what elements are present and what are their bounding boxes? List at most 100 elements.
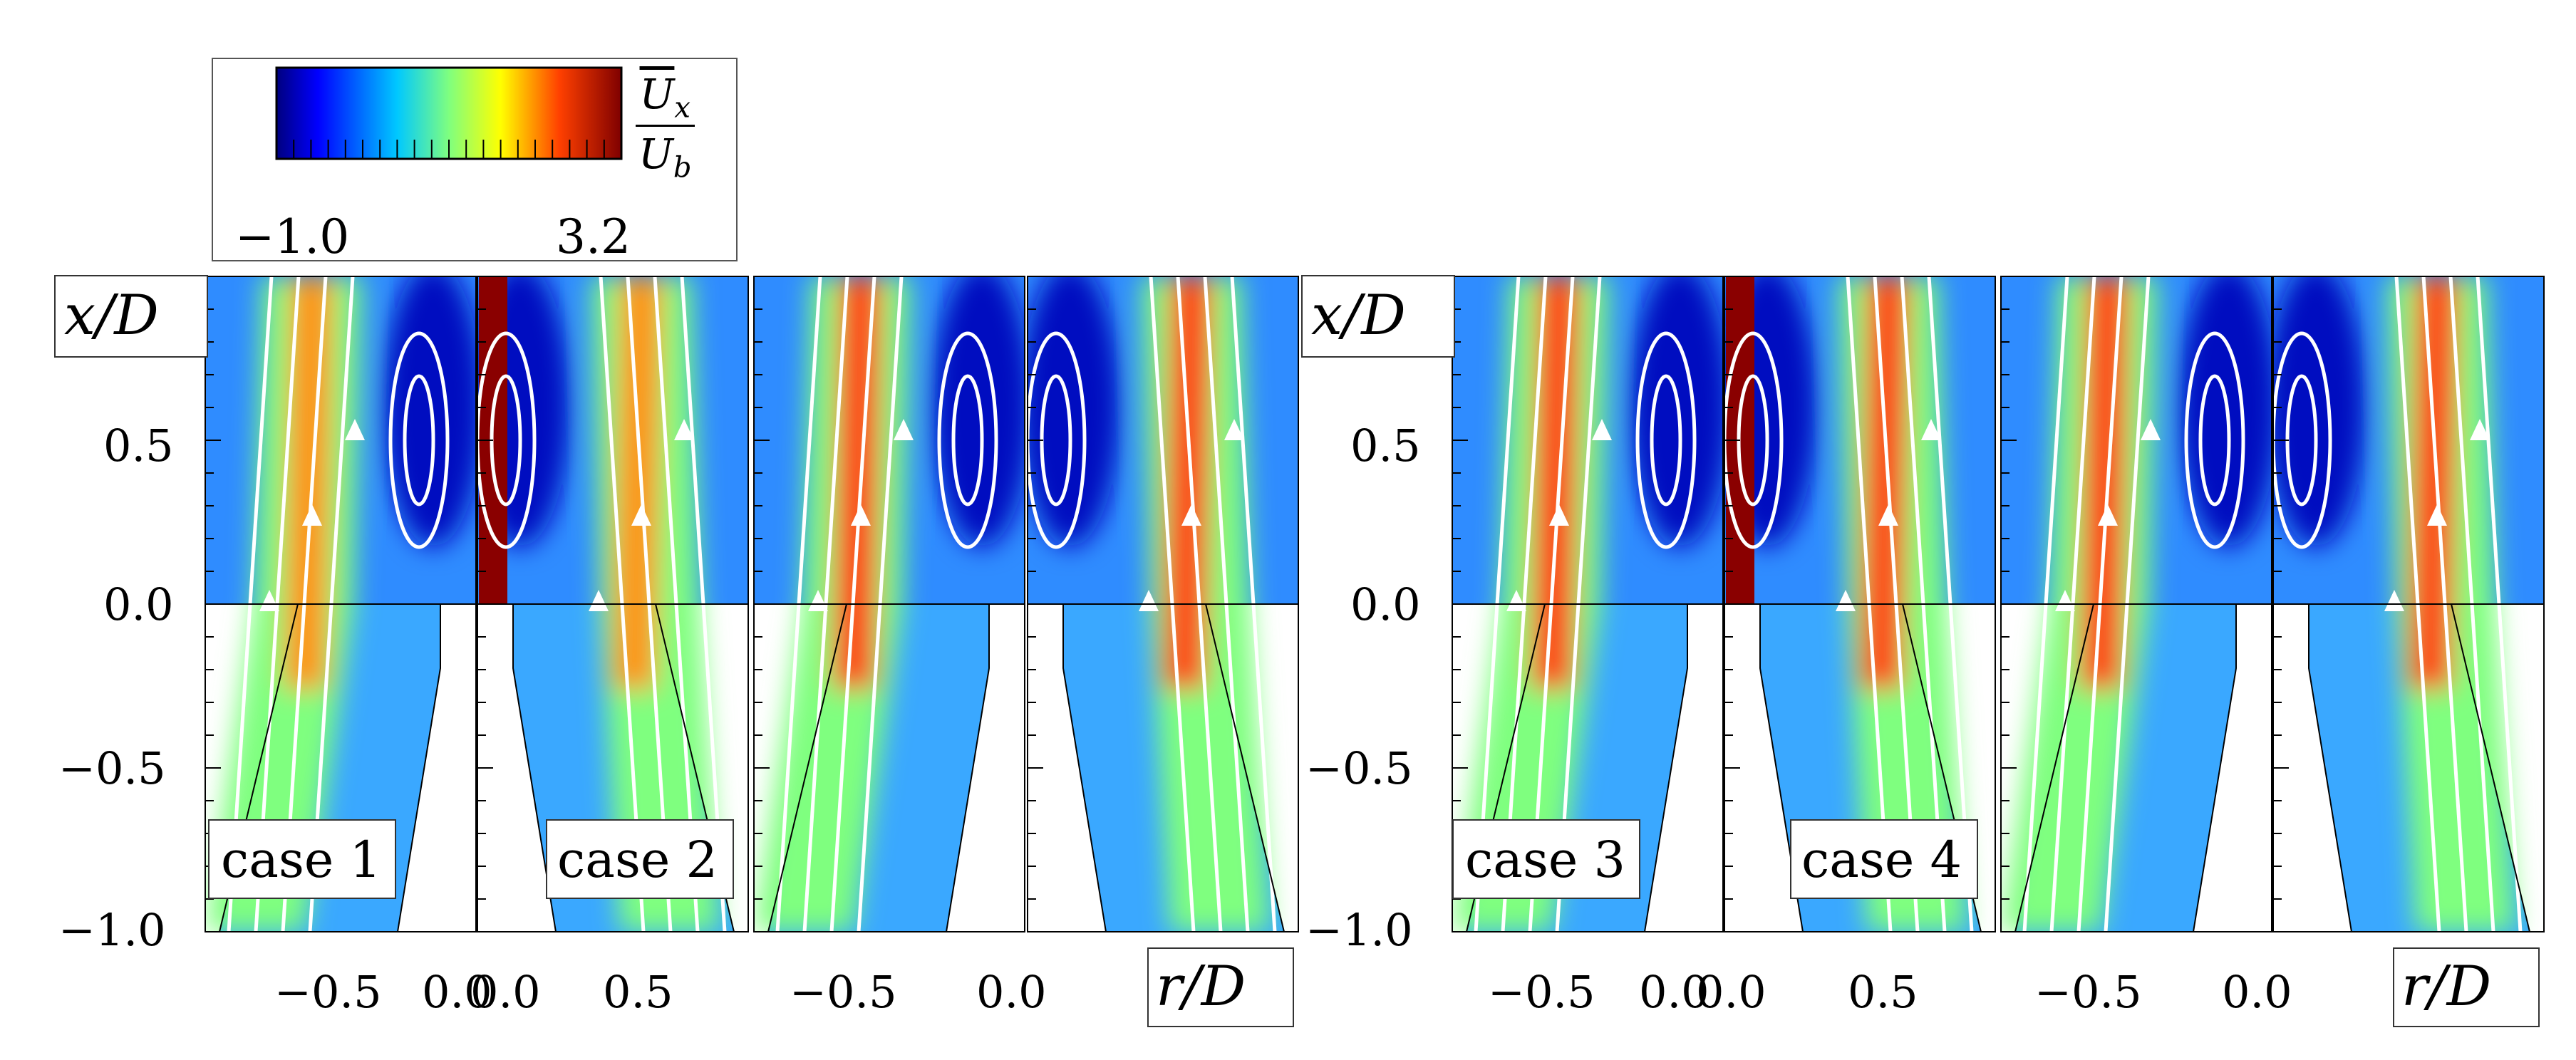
- vortex-streamline: [477, 331, 537, 549]
- flow-arrow: [345, 419, 365, 440]
- vortex-streamline: [1650, 374, 1682, 506]
- nozzle-outline: [1062, 603, 1286, 932]
- x-tick-0.0-g4: 0.0: [2222, 966, 2292, 1018]
- vortex-streamline: [388, 331, 450, 549]
- x-axis-label-right: r/D: [2401, 955, 2492, 1019]
- y-axis-label-right: x/D: [1311, 284, 1406, 348]
- flow-arrow: [808, 590, 828, 611]
- x-axis-label-box-left: [1147, 947, 1294, 1027]
- flow-arrow: [259, 590, 279, 611]
- x-tick-m0.5-g2: −0.5: [790, 966, 897, 1018]
- vortex-streamline: [2198, 374, 2231, 506]
- flow-panel-1: [205, 276, 477, 932]
- recirculation-zone: [2179, 276, 2272, 547]
- vortex-streamline: [1028, 331, 1087, 549]
- y-tick-m1.0-left: −1.0: [58, 904, 166, 956]
- flow-arrow: [1878, 504, 1898, 526]
- flow-panel-5: [1452, 276, 1724, 932]
- y-tick-m1.0-right: −1.0: [1305, 904, 1413, 956]
- flow-arrow: [2141, 419, 2161, 440]
- jet-hot: [2079, 276, 2129, 690]
- flow-arrow: [1139, 590, 1159, 611]
- jet-hot: [2409, 276, 2458, 690]
- case-4-label-box: [1790, 819, 1978, 899]
- nozzle-outline: [512, 603, 735, 932]
- jet-hot: [832, 276, 882, 690]
- x-tick-m0.5-g3: −0.5: [1488, 966, 1595, 1018]
- vortex-streamline: [951, 374, 984, 506]
- recirculation-zone: [2273, 276, 2366, 547]
- colorbar-quantity-label: Ux Ub: [636, 70, 695, 184]
- flow-panel-7: [2000, 276, 2272, 932]
- quantity-bottom: U: [638, 129, 673, 178]
- case-3-label-box: [1452, 819, 1640, 899]
- flow-arrow: [1224, 419, 1244, 440]
- y-axis-label-box-right: [1301, 275, 1455, 358]
- case-4-label: case 4: [1801, 831, 1962, 889]
- y-tick-0.0-right: 0.0: [1350, 578, 1421, 630]
- flow-arrow: [2384, 590, 2404, 611]
- colorbar-max-label: 3.2: [556, 209, 631, 264]
- case-1-label: case 1: [221, 831, 382, 889]
- vortex-streamline: [403, 374, 435, 506]
- flow-arrow: [1181, 504, 1201, 526]
- vortex-streamline: [1724, 331, 1784, 549]
- quantity-top-sub: x: [674, 91, 690, 125]
- x-tick-0.0-g1: 0.0: [422, 966, 492, 1018]
- flow-panel-4: [1027, 276, 1299, 932]
- colorbar-ticks: [276, 140, 622, 159]
- recirculation-zone: [1028, 276, 1120, 547]
- case-2-label: case 2: [557, 831, 718, 889]
- flow-arrow: [2098, 504, 2118, 526]
- quantity-bottom-sub: b: [673, 151, 692, 185]
- y-tick-0.5-left: 0.5: [103, 420, 174, 472]
- y-tick-m0.5-right: −0.5: [1305, 742, 1413, 794]
- vortex-streamline: [1635, 331, 1697, 549]
- flow-arrow: [674, 419, 694, 440]
- flow-arrow: [302, 504, 322, 526]
- x-tick-m0.5-g1: −0.5: [274, 966, 382, 1018]
- colorbar: [212, 58, 738, 261]
- x-tick-m0.5-g4: −0.5: [2034, 966, 2142, 1018]
- colorbar-min-label: −1.0: [235, 209, 350, 264]
- jet-hot: [1860, 276, 1910, 690]
- recirculation-zone: [383, 276, 476, 547]
- y-tick-0.5-right: 0.5: [1350, 420, 1421, 472]
- nozzle-outline: [2308, 603, 2531, 932]
- flow-arrow: [1506, 590, 1526, 611]
- flow-arrow: [2470, 419, 2490, 440]
- flow-arrow: [2055, 590, 2075, 611]
- case-2-label-box: [546, 819, 734, 899]
- nozzle-outline: [2014, 603, 2237, 932]
- quantity-top: U: [639, 70, 675, 118]
- x-axis-label-box-right: [2393, 947, 2540, 1027]
- colorbar-gradient: [275, 66, 623, 160]
- vortex-streamline: [2273, 331, 2332, 549]
- recirculation-zone: [1630, 276, 1723, 547]
- nozzle-outline: [1759, 603, 1982, 932]
- x-axis-label-left: r/D: [1156, 955, 1246, 1019]
- x-tick-0.5-g1: 0.5: [603, 966, 673, 1018]
- recirculation-zone: [932, 276, 1025, 547]
- flow-arrow: [894, 419, 914, 440]
- case-1-label-box: [208, 819, 396, 899]
- flow-arrow: [589, 590, 609, 611]
- flow-arrow: [851, 504, 871, 526]
- jet-hot: [284, 276, 333, 690]
- flow-arrow: [1836, 590, 1856, 611]
- flow-arrow: [1549, 504, 1569, 526]
- y-axis-label-box-left: [54, 275, 208, 358]
- x-tick-0.0-g2: 0.0: [976, 966, 1047, 1018]
- nozzle-outline: [767, 603, 990, 932]
- y-axis-label-left: x/D: [64, 284, 159, 348]
- flow-arrow: [2427, 504, 2447, 526]
- y-tick-m0.5-left: −0.5: [58, 742, 166, 794]
- flow-panel-8: [2272, 276, 2545, 932]
- flow-arrow: [1592, 419, 1612, 440]
- jet-hot: [1531, 276, 1581, 690]
- case-3-label: case 3: [1465, 831, 1626, 889]
- flow-panel-3: [753, 276, 1025, 932]
- flow-arrow: [1921, 419, 1941, 440]
- flow-panel-2: [477, 276, 749, 932]
